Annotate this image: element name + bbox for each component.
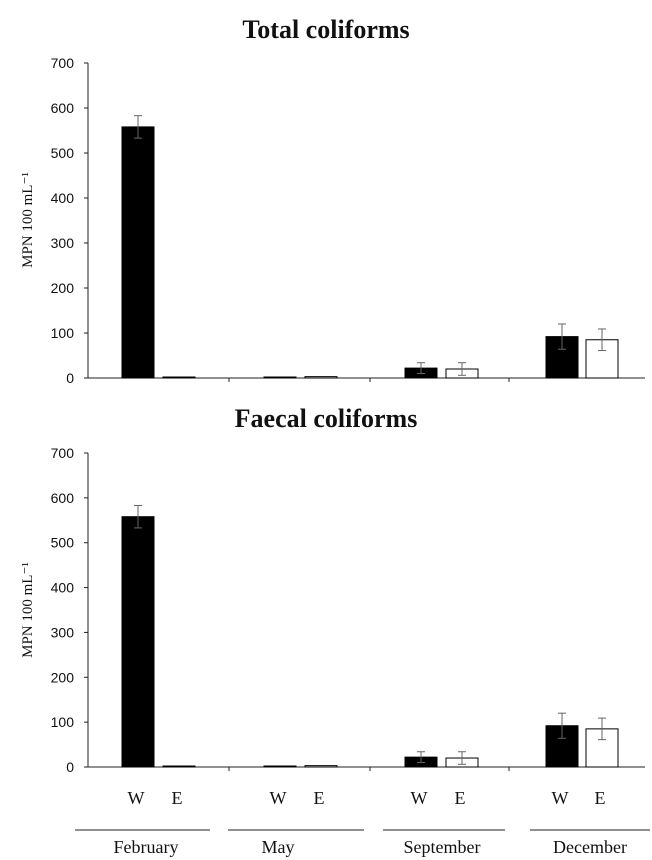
bar-label-W: W [552, 788, 569, 808]
group-label-february: February [114, 837, 179, 857]
y-tick-label: 0 [66, 759, 74, 775]
bar-W-February [121, 126, 155, 379]
group-label-december: December [553, 837, 627, 857]
y-tick-label: 200 [51, 669, 75, 685]
y-axis-label: MPN 100 mL⁻¹ [20, 562, 36, 658]
bar-label-E: E [455, 788, 466, 808]
bar-E-May [304, 376, 338, 379]
y-tick-label: 600 [51, 100, 75, 116]
bar-label-E: E [595, 788, 606, 808]
bar-label-W: W [128, 788, 145, 808]
bar-label-E: E [314, 788, 325, 808]
y-tick-label: 100 [51, 714, 75, 730]
chart-title: Faecal coliforms [235, 404, 418, 433]
bar-label-W: W [411, 788, 428, 808]
y-tick-label: 400 [51, 580, 75, 596]
y-tick-label: 700 [51, 445, 75, 461]
y-tick-label: 300 [51, 624, 75, 640]
bar-E-May [304, 765, 338, 768]
group-label-september: September [404, 837, 481, 857]
y-tick-label: 500 [51, 535, 75, 551]
bar-label-E: E [172, 788, 183, 808]
chart-title: Total coliforms [242, 15, 409, 44]
chart-panel-1: Total coliforms 0 100 200 300 400 500 600 700 MPN… [20, 15, 645, 386]
bar-E-February [162, 765, 196, 768]
bar-label-W: W [270, 788, 287, 808]
y-tick-label: 100 [51, 325, 75, 341]
bar-W-May [263, 376, 297, 379]
group-label-may: May [262, 837, 295, 857]
y-tick-label: 500 [51, 145, 75, 161]
y-axis-label: MPN 100 mL⁻¹ [20, 172, 36, 268]
bar-W-May [263, 765, 297, 768]
y-tick-label: 200 [51, 280, 75, 296]
y-tick-label: 0 [66, 370, 74, 386]
y-tick-label: 600 [51, 490, 75, 506]
y-tick-label: 700 [51, 55, 75, 71]
chart-panel-2: Faecal coliforms 0 100 200 300 400 500 600 700 MP… [20, 404, 645, 775]
bar-W-February [121, 516, 155, 768]
bar-E-February [162, 376, 196, 379]
y-tick-label: 300 [51, 235, 75, 251]
y-tick-label: 400 [51, 190, 75, 206]
